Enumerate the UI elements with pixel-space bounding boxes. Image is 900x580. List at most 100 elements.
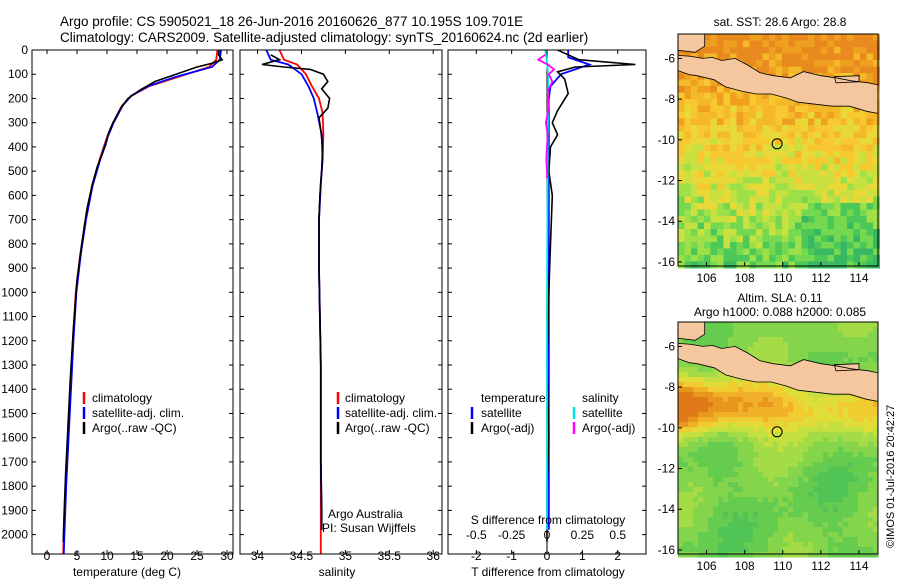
heatmap-cell [703,377,709,383]
heatmap-cell [733,522,739,528]
heatmap-cell [723,34,731,41]
heatmap-cell [728,402,734,408]
heatmap-cell [773,392,779,398]
heatmap-cell [773,542,779,548]
heatmap-cell [828,332,834,338]
heatmap-cell [713,542,719,548]
map-lat-tick-label: -6 [664,339,675,353]
heatmap-cell [873,112,880,119]
heatmap-cell [782,196,789,204]
heatmap-cell [866,138,874,145]
heatmap-cell [743,177,750,184]
depth-tick-label: 300 [8,116,28,130]
heatmap-cell [798,342,804,348]
heatmap-cell [803,462,809,468]
heatmap-cell [703,542,709,548]
heatmap-cell [873,492,879,498]
heatmap-cell [813,447,819,453]
heatmap-cell [710,105,718,113]
heatmap-cell [678,151,685,158]
heatmap-cell [838,402,844,408]
heatmap-cell [827,144,835,152]
heatmap-cell [828,447,834,453]
heatmap-cell [688,517,694,523]
heatmap-cell [768,487,774,493]
heatmap-cell [793,357,799,363]
heatmap-cell [788,342,794,348]
heatmap-cell [678,462,684,468]
heatmap-cell [728,442,734,448]
heatmap-cell [813,512,819,518]
legend-heading-salinity: salinity [582,391,619,405]
heatmap-cell [853,118,861,126]
heatmap-cell [814,170,822,178]
heatmap-cell [860,164,867,171]
heatmap-cell [833,327,839,333]
heatmap-cell [723,377,729,383]
heatmap-cell [818,357,824,363]
heatmap-cell [823,492,829,498]
heatmap-cell [738,377,744,383]
heatmap-cell [868,402,874,408]
heatmap-cell [733,427,739,433]
heatmap-cell [808,47,815,54]
heatmap-cell [688,552,694,558]
heatmap-cell [698,512,704,518]
heatmap-cell [748,462,754,468]
heatmap-cell [848,512,854,518]
heatmap-cell [710,177,718,184]
heatmap-cell [723,105,731,113]
heatmap-cell [840,131,848,139]
heatmap-cell [783,487,789,493]
heatmap-cell [730,261,737,269]
heatmap-cell [733,547,739,553]
heatmap-cell [717,170,724,178]
heatmap-cell [827,190,835,197]
heatmap-cell [778,387,784,393]
heatmap-cell [736,216,744,223]
heatmap-cell [795,118,802,126]
depth-tick-label: 1400 [1,382,28,396]
heatmap-cell [818,492,824,498]
heatmap-cell [821,151,828,158]
heatmap-cell [873,79,880,87]
heatmap-cell [795,34,802,41]
heatmap-cell [698,477,704,483]
heatmap-cell [788,537,794,543]
heatmap-cell [853,552,859,558]
heatmap-cell [801,229,809,236]
heatmap-cell [833,497,839,503]
heatmap-cell [848,397,854,403]
heatmap-cell [748,347,754,353]
heatmap-cell [858,527,864,533]
heatmap-cell [710,164,718,171]
heatmap-cell [758,532,764,538]
heatmap-cell [873,427,879,433]
heatmap-cell [813,487,819,493]
heatmap-cell [723,209,731,217]
heatmap-cell [860,131,867,139]
heatmap-cell [833,552,839,558]
heatmap-cell [860,190,867,197]
heatmap-cell [848,437,854,443]
heatmap-cell [818,442,824,448]
heatmap-cell [693,517,699,523]
heatmap-cell [703,397,709,403]
heatmap-cell [697,203,705,210]
heatmap-cell [783,337,789,343]
heatmap-cell [713,507,719,513]
heatmap-cell [858,512,864,518]
heatmap-cell [748,497,754,503]
heatmap-cell [782,118,789,126]
heatmap-cell [847,229,854,236]
heatmap-cell [678,261,685,269]
heatmap-cell [763,492,769,498]
heatmap-cell [768,532,774,538]
map-lat-tick-label: -12 [658,174,676,188]
heatmap-cell [798,457,804,463]
heatmap-cell [793,552,799,558]
depth-tick-label: 100 [8,67,28,81]
heatmap-cell [743,517,749,523]
heatmap-cell [730,209,737,217]
heatmap-cell [678,382,684,388]
